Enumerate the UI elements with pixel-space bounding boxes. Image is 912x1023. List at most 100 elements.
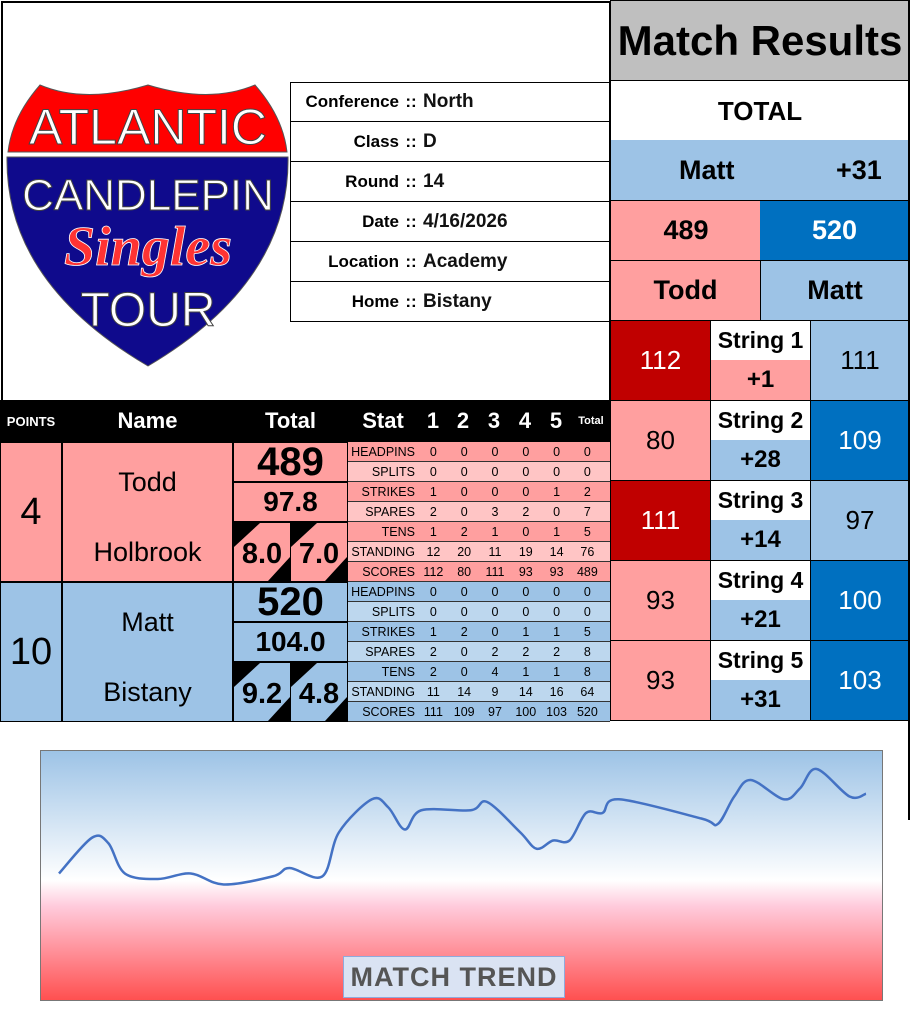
info-row-conference: Conference:: North bbox=[290, 82, 610, 122]
info-label: Location bbox=[328, 251, 399, 271]
string-5-diff: +31 bbox=[710, 680, 811, 721]
stat-value: 19 bbox=[518, 544, 533, 559]
stat-value: 0 bbox=[583, 604, 591, 619]
stat-value: 112 bbox=[423, 564, 444, 579]
header-string-2: 2 bbox=[456, 408, 470, 433]
stat-label: SCORES bbox=[362, 564, 415, 579]
string-4-right-score: 100 bbox=[810, 560, 910, 641]
stat-value: 2 bbox=[522, 644, 530, 659]
stat-value: 0 bbox=[553, 584, 561, 599]
stat-value: 12 bbox=[426, 544, 441, 559]
stat-value: 5 bbox=[583, 524, 591, 539]
header-stat: Stat bbox=[362, 408, 404, 433]
stat-value: 1 bbox=[429, 484, 437, 499]
stat-row-standing: STANDING 11 14 9 14 16 64 bbox=[348, 682, 610, 702]
stat-row-strikes: STRIKES 1 0 0 0 1 2 bbox=[348, 482, 610, 502]
stat-value: 8 bbox=[583, 644, 591, 659]
logo-line2: CANDLEPIN bbox=[22, 171, 274, 220]
stat-value: 1 bbox=[553, 484, 561, 499]
info-row-location: Location:: Academy bbox=[290, 242, 610, 282]
player-first-name: Todd bbox=[118, 466, 177, 497]
player-total: 520 bbox=[233, 580, 348, 624]
info-label: Conference bbox=[305, 92, 399, 111]
info-label: Class bbox=[353, 131, 399, 151]
stat-value: 0 bbox=[522, 604, 530, 619]
string-1-left-score: 112 bbox=[610, 320, 711, 401]
stat-row-splits: SPLITS 0 0 0 0 0 0 bbox=[348, 602, 610, 622]
corner-triangles bbox=[291, 523, 347, 581]
stat-row-spares: SPARES 2 0 2 2 2 8 bbox=[348, 642, 610, 662]
player-stat-value: 8.0 bbox=[241, 538, 283, 570]
stat-value: 8 bbox=[583, 664, 591, 679]
stat-value: 2 bbox=[553, 644, 561, 659]
left-name: Todd bbox=[610, 260, 761, 321]
stat-value: 11 bbox=[488, 544, 502, 559]
info-label: Home bbox=[351, 291, 399, 311]
stat-label: SPARES bbox=[365, 644, 415, 659]
stat-value: 0 bbox=[460, 444, 468, 459]
string-4-label: String 4 bbox=[710, 560, 811, 601]
info-row-round: Round:: 14 bbox=[290, 162, 610, 202]
stat-value: 0 bbox=[491, 444, 499, 459]
info-row-class: Class:: D bbox=[290, 122, 610, 162]
right-border-line bbox=[908, 0, 910, 820]
header-name: Name bbox=[117, 408, 178, 433]
stat-value: 76 bbox=[580, 544, 595, 559]
stat-value: 0 bbox=[522, 524, 530, 539]
stat-row-strikes: STRIKES 1 2 0 1 1 5 bbox=[348, 622, 610, 642]
stat-row-splits: SPLITS 0 0 0 0 0 0 bbox=[348, 462, 610, 482]
stat-value: 2 bbox=[429, 664, 437, 679]
info-label: Date bbox=[362, 211, 399, 231]
stat-value: 0 bbox=[522, 484, 530, 499]
info-sep: :: bbox=[405, 251, 417, 271]
stat-label: SPARES bbox=[365, 504, 415, 519]
player-points: 4 bbox=[0, 442, 62, 582]
stat-value: 1 bbox=[429, 624, 437, 639]
player-name-cell bbox=[62, 442, 233, 582]
leader-name: Matt bbox=[679, 155, 735, 185]
stat-value: 20 bbox=[457, 544, 472, 559]
player-last-name: Holbrook bbox=[93, 536, 202, 567]
stat-value: 3 bbox=[491, 504, 499, 519]
info-value: 14 bbox=[423, 170, 445, 192]
stat-value: 0 bbox=[429, 584, 437, 599]
stat-value: 0 bbox=[429, 444, 437, 459]
stat-label: STANDING bbox=[351, 684, 415, 699]
match-results-title: Match Results bbox=[610, 0, 910, 81]
string-2-label: String 2 bbox=[710, 400, 811, 441]
stat-label: HEADPINS bbox=[351, 444, 415, 459]
stat-value: 0 bbox=[429, 464, 437, 479]
stat-row-tens: TENS 1 2 1 0 1 5 bbox=[348, 522, 610, 542]
stat-value: 520 bbox=[576, 704, 598, 719]
header-points: POINTS bbox=[6, 413, 56, 429]
logo-line3: Singles bbox=[64, 216, 232, 278]
stat-value: 1 bbox=[553, 624, 561, 639]
stat-value: 1 bbox=[522, 624, 530, 639]
stat-value: 0 bbox=[491, 604, 499, 619]
player-stat-b: 7.0 bbox=[290, 522, 348, 582]
stat-value: 0 bbox=[460, 644, 468, 659]
player-stat-value: 4.8 bbox=[298, 678, 340, 710]
stat-value: 0 bbox=[429, 604, 437, 619]
stat-row-scores: SCORES 112 80 111 93 93 489 bbox=[348, 562, 610, 582]
left-total: 489 bbox=[610, 200, 761, 261]
info-sep: :: bbox=[405, 131, 417, 151]
player-stat-value: 9.2 bbox=[241, 678, 283, 710]
stat-value: 0 bbox=[553, 444, 561, 459]
stat-label: STRIKES bbox=[361, 484, 416, 499]
stat-value: 2 bbox=[491, 644, 499, 659]
stat-value: 64 bbox=[580, 684, 595, 699]
stat-label: SPLITS bbox=[371, 604, 415, 619]
stat-value: 0 bbox=[553, 504, 561, 519]
stat-value: 0 bbox=[583, 444, 591, 459]
stat-row-scores: SCORES 111 109 97 100 103 520 bbox=[348, 702, 610, 722]
info-sep: :: bbox=[405, 171, 417, 191]
stat-row-headpins: HEADPINS 0 0 0 0 0 0 bbox=[348, 442, 610, 462]
info-value: North bbox=[423, 91, 474, 112]
stat-value: 5 bbox=[583, 624, 591, 639]
corner-triangles bbox=[291, 663, 347, 721]
stat-value: 0 bbox=[583, 584, 591, 599]
stat-value: 14 bbox=[518, 684, 533, 699]
string-4-left-score: 93 bbox=[610, 560, 711, 641]
string-3-diff: +14 bbox=[710, 520, 811, 561]
